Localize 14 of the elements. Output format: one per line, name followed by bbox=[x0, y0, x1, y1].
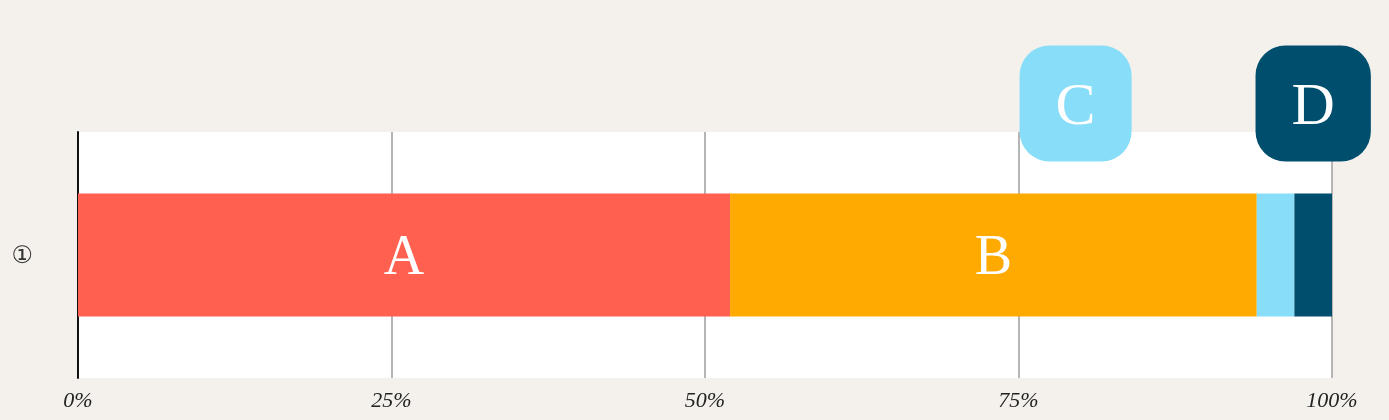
bar bbox=[1256, 193, 1295, 317]
series-label: A bbox=[383, 224, 425, 286]
series-label: B bbox=[974, 224, 1013, 286]
bar bbox=[730, 193, 1257, 317]
series-label: D bbox=[1291, 70, 1335, 137]
bar bbox=[1294, 193, 1332, 317]
x-tick-label: 0% bbox=[63, 386, 93, 412]
text: C bbox=[1055, 70, 1096, 137]
y-tick-label: ① bbox=[11, 241, 33, 269]
x-tick-label: 25% bbox=[371, 386, 412, 412]
x-tick-label: 75% bbox=[998, 386, 1039, 412]
bar bbox=[78, 193, 731, 317]
x-tick-label: 100% bbox=[1306, 386, 1358, 412]
x-tick-label: 50% bbox=[684, 386, 726, 412]
